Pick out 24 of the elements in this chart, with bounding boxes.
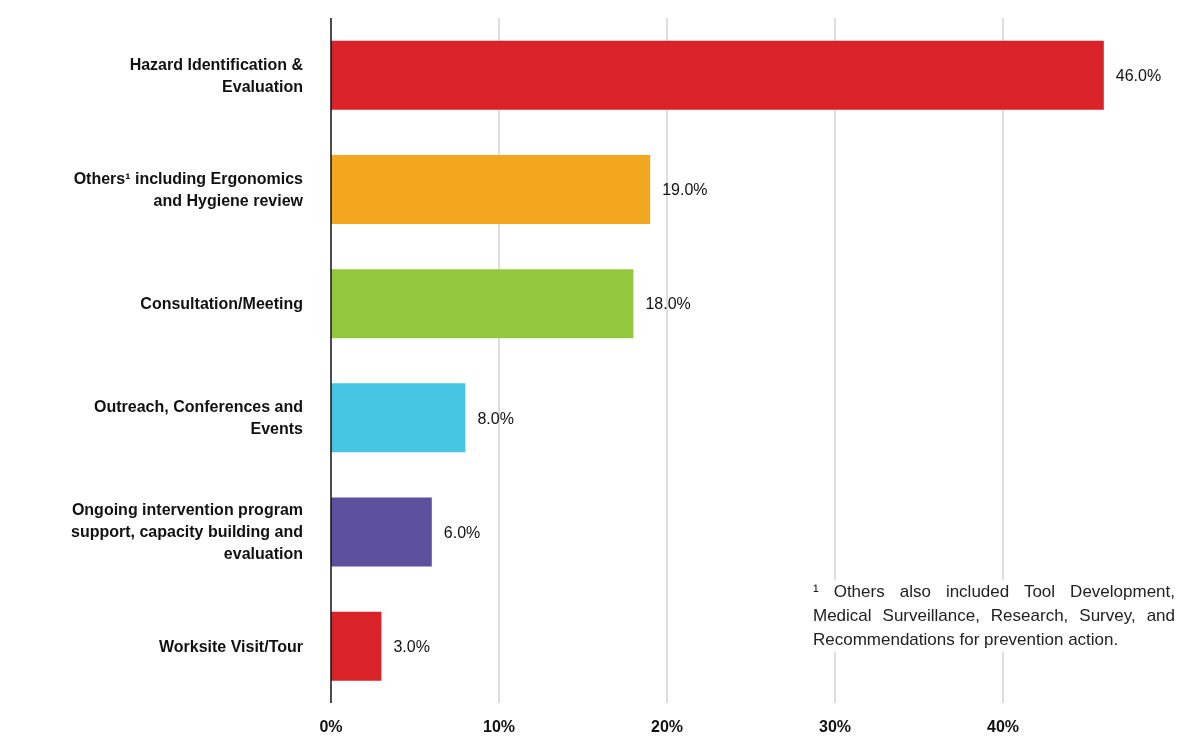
y-tick-label: Hazard Identification & Evaluation [129, 55, 304, 95]
bar [331, 611, 382, 681]
bar [331, 383, 466, 453]
y-tick-label: Others¹ including Ergonomics and Hygiene review [73, 169, 304, 209]
data-label: 18.0% [645, 295, 691, 313]
bar [331, 497, 432, 567]
y-tick-label: Outreach, Conferences and Events [94, 398, 304, 438]
annotation: ¹ Others also included Tool Development, Medical Surveillance, Research, Survey, and Recommendations for prevention action. [813, 580, 1175, 652]
x-tick-label: 10% [482, 718, 516, 736]
bar [331, 40, 1104, 110]
y-tick-label: Ongoing intervention program support, capacity building and evaluation [70, 501, 303, 563]
x-tick-label: 20% [650, 718, 684, 736]
bar [331, 269, 634, 339]
bar [331, 155, 651, 224]
x-tick-label: 40% [986, 718, 1020, 736]
y-tick-label: Worksite Visit/Tour [158, 637, 303, 655]
data-label: 19.0% [662, 181, 708, 199]
data-label: 46.0% [1115, 67, 1162, 85]
x-tick-label: 0% [319, 718, 343, 736]
x-tick-label: 30% [818, 718, 852, 736]
data-label: 3.0% [393, 637, 430, 655]
data-label: 6.0% [443, 523, 481, 541]
y-tick-label: Consultation/Meeting [140, 295, 303, 313]
data-label: 8.0% [477, 409, 514, 427]
